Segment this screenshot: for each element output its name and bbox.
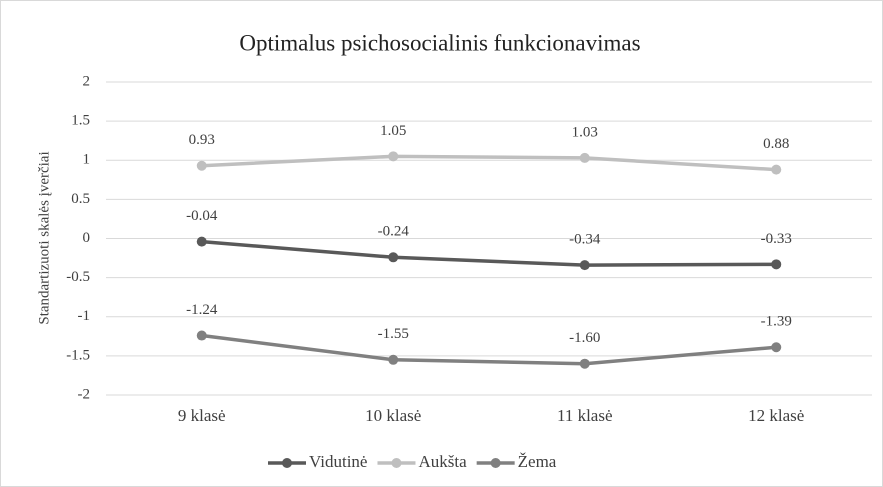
data-label: 1.05: [380, 123, 406, 139]
point: [579, 358, 590, 369]
data-label: -1.39: [761, 314, 792, 330]
data-label: -0.33: [761, 231, 792, 247]
legend-marker: [282, 458, 292, 468]
point: [771, 259, 782, 270]
chart-title: Optimalus psichosocialinis funkcionavima…: [239, 30, 640, 55]
data-label: -1.24: [186, 302, 218, 318]
y-tick-label: 2: [83, 73, 91, 89]
legend-marker: [391, 458, 402, 468]
point: [196, 236, 207, 247]
point: [388, 354, 399, 365]
legend-label: Vidutinė: [309, 452, 367, 471]
data-label: -0.04: [186, 208, 218, 224]
y-tick-label: -2: [78, 386, 91, 402]
data-label: -1.60: [569, 330, 600, 346]
legend-marker: [490, 458, 501, 468]
x-tick-label: 12 klasė: [748, 406, 804, 425]
point: [771, 164, 782, 175]
legend-label: Žema: [518, 452, 557, 471]
series-line: [201, 154, 777, 172]
data-label: -0.34: [569, 232, 601, 248]
data-label: -0.24: [378, 224, 410, 240]
y-tick-label: 1.5: [71, 113, 90, 129]
point: [579, 260, 590, 271]
point: [388, 151, 399, 162]
series-line: [201, 333, 777, 366]
data-label: 0.93: [189, 132, 215, 148]
data-label: -1.55: [378, 326, 409, 342]
y-tick-label: 1: [83, 152, 91, 168]
y-tick-label: 0.5: [71, 191, 90, 207]
y-axis-label: Standartizuoti skalės įverčiai: [36, 151, 52, 324]
point: [196, 330, 207, 341]
y-tick-label: -0.5: [66, 269, 90, 285]
y-tick-label: 0: [83, 230, 91, 246]
x-tick-label: 9 klasė: [178, 406, 226, 425]
x-tick-label: 11 klasė: [557, 406, 613, 425]
y-tick-label: -1.5: [66, 347, 90, 363]
data-label: 1.03: [572, 124, 598, 140]
legend-label: Aukšta: [418, 452, 467, 471]
point: [579, 152, 590, 163]
point: [771, 342, 782, 353]
point: [196, 160, 207, 171]
series-line: [201, 239, 777, 267]
y-tick-label: -1: [78, 308, 91, 324]
x-tick-label: 10 klasė: [365, 406, 421, 425]
data-label: 0.88: [763, 136, 789, 152]
point: [388, 252, 399, 263]
